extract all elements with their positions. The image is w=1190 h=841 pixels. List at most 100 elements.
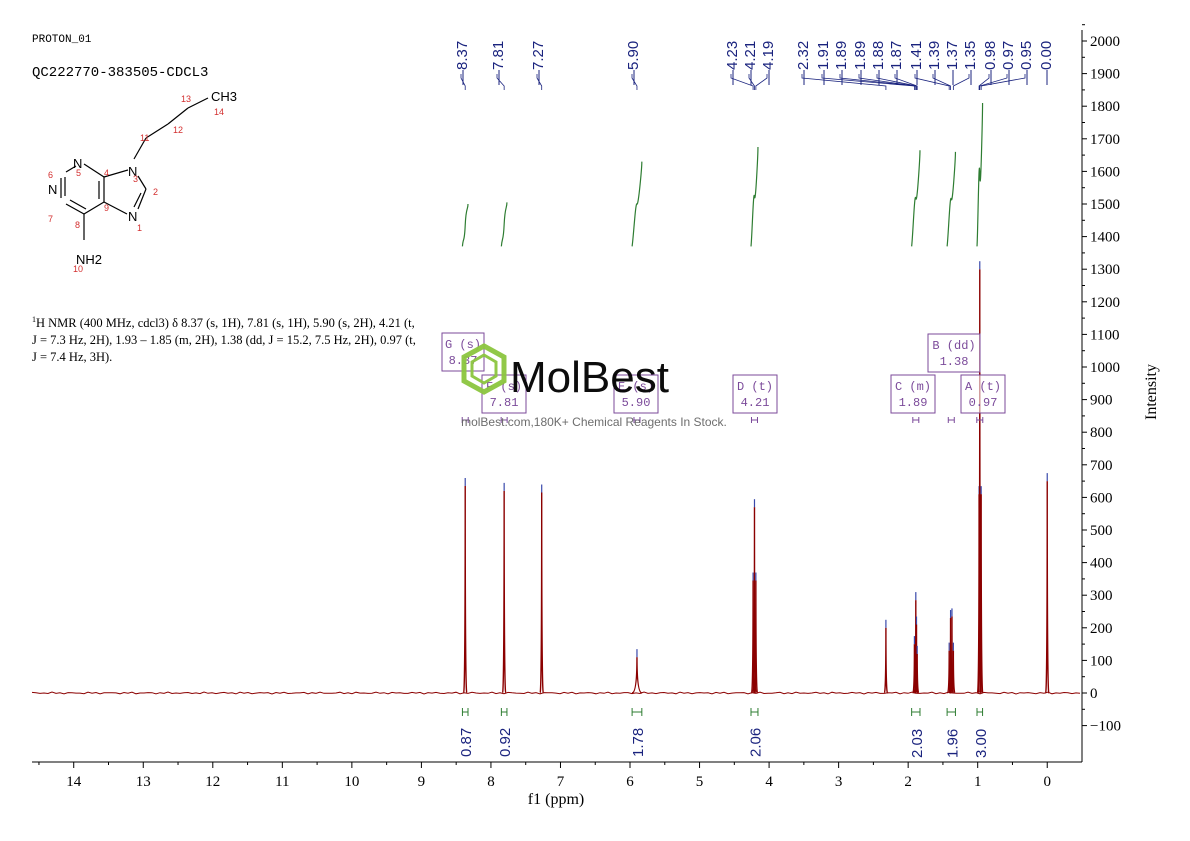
y-tick-label: 1000 bbox=[1090, 360, 1120, 376]
peak-label-connector bbox=[894, 74, 918, 90]
integral-curve bbox=[946, 151, 957, 247]
x-axis-label: f1 (ppm) bbox=[528, 791, 584, 808]
multiplet-marker bbox=[750, 417, 758, 423]
peak-label: —1.88 bbox=[870, 41, 887, 85]
watermark-brand: MolBest bbox=[510, 353, 669, 402]
peak-label-connector bbox=[730, 74, 754, 90]
integral-curve bbox=[461, 203, 469, 247]
peak-label: —0.00 bbox=[1038, 41, 1055, 85]
multiplet-box bbox=[960, 374, 1006, 414]
y-axis: −100 0 100 200 300 400 500 600 700 800 900 1000 1100… bbox=[1081, 24, 1121, 762]
atom-number: 7 bbox=[48, 214, 53, 224]
integral-curve bbox=[750, 146, 759, 247]
integral-curves bbox=[461, 102, 984, 247]
multiplet-boxes: G (s)8.37F (s)7.81E (s)5.90D (t)4.21C (m… bbox=[441, 332, 1006, 423]
atom-label: N bbox=[128, 164, 137, 179]
peak-label-connector bbox=[755, 74, 768, 90]
integral-value: 1.78 bbox=[630, 728, 647, 757]
watermark-tagline: molBest.com,180K+ Chemical Reagents In S… bbox=[461, 415, 727, 429]
multiplet-shift: 4.21 bbox=[741, 396, 770, 410]
atom-number: 12 bbox=[173, 125, 183, 135]
y-tick-label: 2000 bbox=[1090, 34, 1120, 50]
x-tick-label: 13 bbox=[136, 774, 151, 790]
description-text: H NMR (400 MHz, cdcl3) δ 8.37 (s, 1H), 7… bbox=[32, 316, 416, 365]
spectrum-baseline bbox=[31, 691, 1081, 695]
description-superscript: 1 bbox=[32, 315, 36, 324]
x-tick-label: 6 bbox=[626, 774, 634, 790]
y-tick-label: 800 bbox=[1090, 425, 1113, 441]
spectrum-peak bbox=[539, 492, 544, 694]
multiplet-shift: 1.38 bbox=[940, 355, 969, 369]
y-tick-label: 100 bbox=[1090, 653, 1113, 669]
peak-label-connector bbox=[979, 74, 1008, 90]
peak-label-connector bbox=[821, 74, 915, 90]
x-tick-label: 14 bbox=[66, 774, 82, 790]
peak-label: —1.41 bbox=[908, 41, 925, 85]
peak-label-connector bbox=[858, 74, 917, 90]
watermark: MolBest molBest.com,180K+ Chemical Reage… bbox=[461, 343, 727, 429]
atom-number: 4 bbox=[104, 168, 109, 178]
peak-label-connector bbox=[978, 74, 990, 90]
multiplet-shift: 0.97 bbox=[969, 396, 998, 410]
peak-label: —4.19 bbox=[760, 41, 777, 85]
peak-label: —4.21 bbox=[742, 41, 759, 85]
peak-label: —1.37 bbox=[944, 41, 961, 85]
peak-label: —0.98 bbox=[982, 41, 999, 85]
atom-number: 13 bbox=[181, 94, 191, 104]
peak-label-connectors bbox=[460, 74, 1026, 90]
integral-curve bbox=[976, 102, 984, 247]
atom-number: 9 bbox=[104, 203, 109, 213]
x-tick-label: 7 bbox=[557, 774, 565, 790]
integral-value: 1.96 bbox=[944, 729, 961, 758]
peak-label-connector bbox=[748, 74, 755, 90]
y-tick-label: 1200 bbox=[1090, 295, 1120, 311]
peak-label-connector bbox=[496, 74, 505, 90]
peak-label-connector bbox=[801, 74, 887, 90]
x-tick-label: 9 bbox=[418, 774, 426, 790]
x-tick-label: 3 bbox=[835, 774, 843, 790]
atom-number: 6 bbox=[48, 170, 53, 180]
peak-label-connector bbox=[932, 74, 951, 90]
sample-name: QC222770-383505-CDCL3 bbox=[32, 65, 208, 81]
integral-value: 0.92 bbox=[497, 728, 514, 757]
peak-label: —8.37 bbox=[454, 41, 471, 85]
y-tick-label: 1400 bbox=[1090, 230, 1120, 246]
x-tick-label: 4 bbox=[765, 774, 773, 790]
x-tick-label: 8 bbox=[487, 774, 495, 790]
y-tick-label: 1500 bbox=[1090, 197, 1120, 213]
integral-curve bbox=[631, 161, 643, 247]
y-tick-label: 1700 bbox=[1090, 132, 1120, 148]
multiplet-label: G (s) bbox=[445, 338, 481, 352]
multiplet-label: A (t) bbox=[965, 380, 1001, 394]
atom-number: 11 bbox=[140, 133, 149, 143]
multiplet-marker bbox=[947, 417, 955, 423]
peak-label-connector bbox=[876, 74, 917, 90]
y-axis-label: Intensity bbox=[1143, 364, 1160, 420]
peak-label: —1.35 bbox=[962, 41, 979, 85]
spectrum-peaks bbox=[462, 261, 1050, 694]
peak-label: —1.89 bbox=[833, 41, 850, 85]
multiplet-label: E (s) bbox=[618, 380, 654, 394]
integral-curve bbox=[500, 202, 508, 247]
y-tick-label: −100 bbox=[1090, 719, 1121, 735]
y-tick-label: 1100 bbox=[1090, 327, 1119, 343]
spectrum-peak bbox=[883, 627, 889, 694]
peak-label: —1.39 bbox=[926, 41, 943, 85]
chemical-structure: N N N N N NH2 CH3 1 2 3 4 5 6 7 8 9 10 1… bbox=[48, 89, 237, 274]
multiplet-marker bbox=[912, 417, 920, 423]
atom-number: 3 bbox=[133, 174, 138, 184]
multiplet-marker bbox=[633, 417, 641, 423]
peak-label: —0.97 bbox=[1000, 41, 1017, 85]
multiplet-shift: 7.81 bbox=[490, 396, 519, 410]
atom-label: N bbox=[128, 209, 137, 224]
atom-number: 14 bbox=[214, 107, 224, 117]
peak-label: —5.90 bbox=[625, 41, 642, 85]
multiplet-label: B (dd) bbox=[932, 339, 975, 353]
y-tick-label: 300 bbox=[1090, 588, 1113, 604]
multiplet-shift: 1.89 bbox=[899, 396, 928, 410]
y-tick-label: 1900 bbox=[1090, 67, 1120, 83]
peak-label: —1.91 bbox=[815, 41, 832, 85]
x-axis: 14 13 12 11 10 9 8 7 6 5 4 3 2 1 0 bbox=[32, 761, 1082, 790]
peak-label: —0.95 bbox=[1018, 41, 1035, 85]
x-tick-label: 12 bbox=[205, 774, 220, 790]
